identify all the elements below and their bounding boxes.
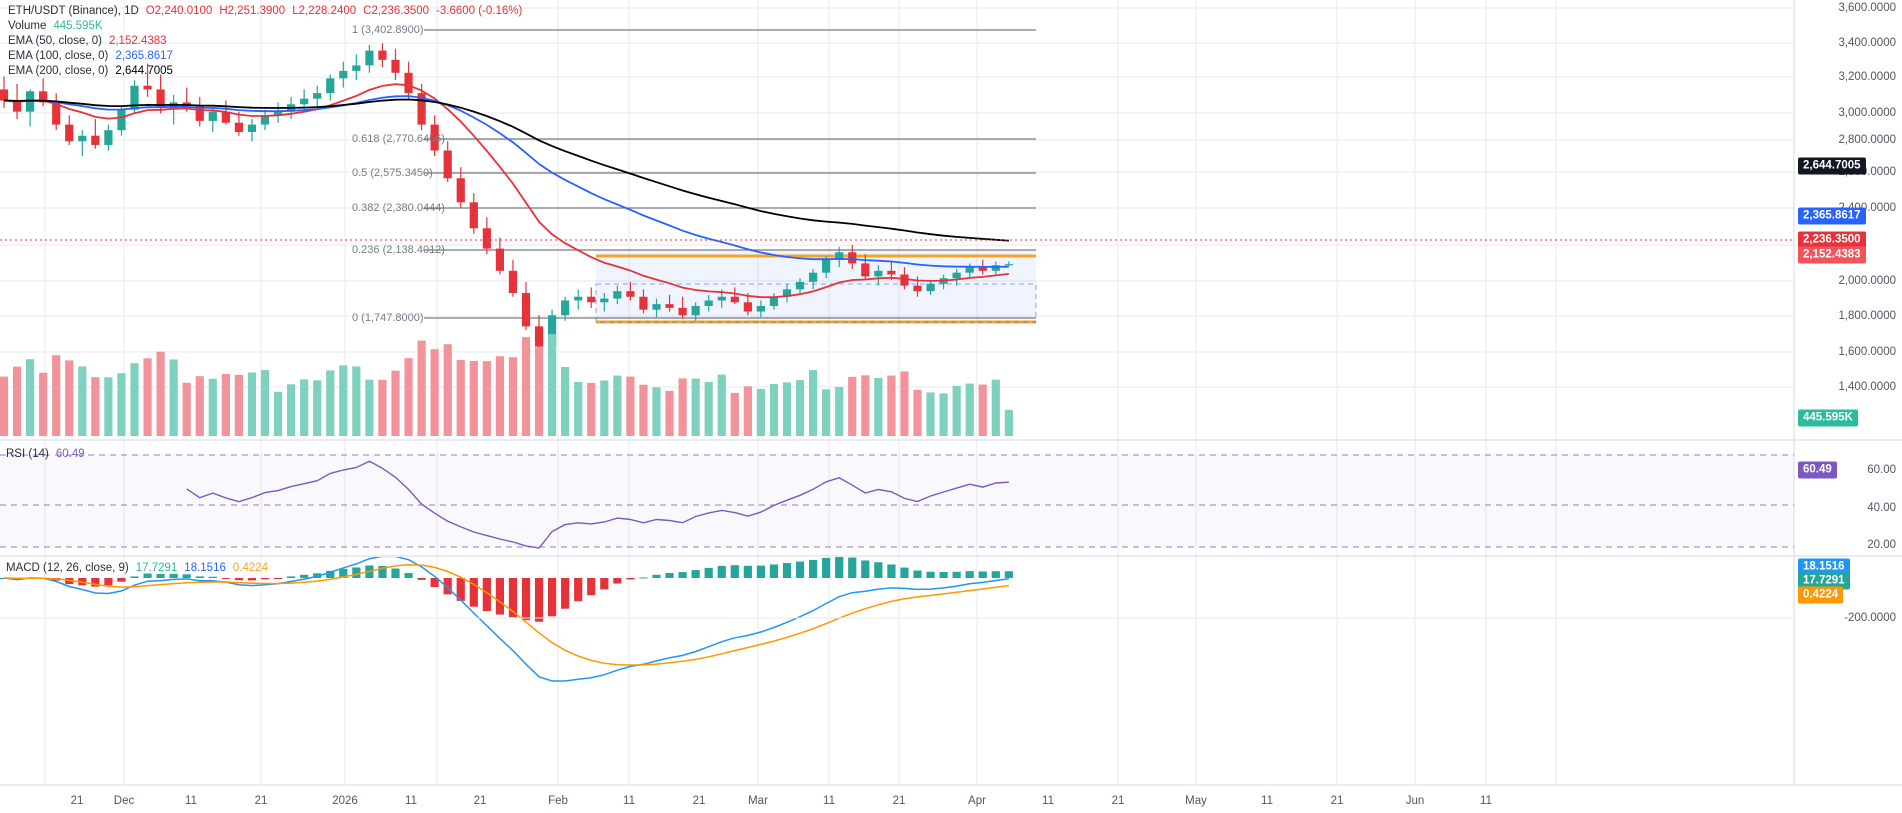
price-axis-tick: 1,400.0000 — [1838, 381, 1896, 393]
time-axis-tick: 21 — [473, 795, 487, 807]
time-axis-tick: 21 — [70, 795, 84, 807]
price-axis-tick: 3,200.0000 — [1838, 71, 1896, 83]
volume-badge[interactable]: 445.595K — [1798, 409, 1858, 427]
symbol-title: ETH/USDT (Binance), 1D — [8, 5, 139, 17]
macd-legend[interactable]: MACD (12, 26, close, 9) 17.7291 18.1516 0.4… — [6, 562, 268, 574]
ohlc-open-value: 2,240.0100 — [154, 5, 213, 17]
macd-signal-line — [3, 563, 1009, 666]
rsi-value-badge[interactable]: 60.49 — [1798, 461, 1837, 479]
ema200-line — [3, 98, 1009, 242]
rsi-panel — [0, 454, 1794, 549]
price-axis-tick: 1,800.0000 — [1838, 310, 1896, 322]
candlestick-series — [0, 43, 1013, 355]
rsi-label: RSI (14) — [6, 448, 49, 460]
fib-level-label: 0.236 (2,138.4012) — [352, 244, 445, 256]
time-axis-tick: 11 — [1042, 795, 1054, 807]
rsi-legend[interactable]: RSI (14) 60.49 — [6, 448, 85, 460]
rsi-axis-tick: 40.00 — [1867, 502, 1896, 514]
ohlc-open-label: O — [145, 5, 155, 17]
price-axis[interactable]: 3,600.0000 3,400.0000 3,200.0000 3,000.0000… — [1794, 0, 1902, 813]
volume-legend-row[interactable]: Volume 445.595K — [8, 19, 522, 34]
ema100-price-badge[interactable]: 2,365.8617 — [1798, 207, 1866, 225]
last-price-badge[interactable]: 2,236.3500 — [1798, 231, 1866, 249]
ema100-label: EMA (100, close, 0) — [8, 50, 109, 62]
ema50-value: 2,152.4383 — [108, 35, 167, 47]
macd-signal-value: 18.1516 — [184, 562, 226, 574]
ema200-legend-row[interactable]: EMA (200, close, 0) 2,644.7005 — [8, 64, 522, 79]
ohlc-close-label: C — [363, 5, 372, 17]
ema50-label: EMA (50, close, 0) — [8, 35, 102, 47]
volume-value: 445.595K — [53, 20, 103, 32]
price-axis-tick: 2,000.0000 — [1838, 275, 1896, 287]
rsi-axis-tick: 60.00 — [1867, 464, 1896, 476]
rsi-value: 60.49 — [55, 448, 85, 460]
ohlc-low-value: 2,228.2400 — [298, 5, 357, 17]
macd-value-badge[interactable]: 17.7291 — [1798, 572, 1850, 590]
ema100-line — [3, 95, 1009, 268]
price-axis-tick: 2,800.0000 — [1838, 134, 1896, 146]
ohlc-close-value: 2,236.3500 — [371, 5, 430, 17]
ema200-value: 2,644.7005 — [115, 65, 173, 77]
time-axis-tick: Dec — [113, 795, 135, 807]
rsi-line — [186, 460, 1009, 549]
ohlc-low-label: L — [292, 5, 299, 17]
time-axis[interactable]: 21 Dec 11 21 2026 11 21 Feb 11 21 Mar 11 21 Apr 11 21 Ma… — [0, 785, 1902, 813]
time-axis-tick: Mar — [748, 795, 768, 807]
fib-level-label: 0 (1,747.8000) — [352, 312, 424, 324]
price-axis-tick: 3,600.0000 — [1838, 2, 1896, 14]
macd-value: 17.7291 — [135, 562, 178, 574]
price-axis-tick: 3,400.0000 — [1838, 37, 1896, 49]
time-axis-tick: 11 — [1480, 795, 1492, 807]
time-axis-tick: Jun — [1405, 795, 1425, 807]
time-axis-tick: Feb — [548, 795, 568, 807]
time-axis-tick: 21 — [1111, 795, 1125, 807]
ema100-legend-row[interactable]: EMA (100, close, 0) 2,365.8617 — [8, 49, 522, 64]
ema200-price-badge[interactable]: 2,644.7005 — [1798, 157, 1866, 175]
ohlc-high-value: 2,251.3900 — [227, 5, 286, 17]
time-axis-tick: Apr — [968, 795, 986, 807]
rsi-axis-tick: 20.00 — [1867, 539, 1896, 551]
ema50-line — [3, 83, 1010, 299]
time-axis-tick: 21 — [892, 795, 906, 807]
symbol-legend-row[interactable]: ETH/USDT (Binance), 1D O2,240.0100 H2,251.… — [8, 4, 522, 19]
price-axis-tick: 1,600.0000 — [1838, 346, 1896, 358]
chart-legend: ETH/USDT (Binance), 1D O2,240.0100 H2,251.… — [8, 4, 522, 79]
ema200-label: EMA (200, close, 0) — [8, 65, 109, 77]
time-axis-tick: 21 — [1330, 795, 1344, 807]
macd-histogram-value: 0.4224 — [232, 562, 269, 574]
ohlc-change-value: -3.6600 (-0.16%) — [436, 5, 523, 17]
ema50-price-badge[interactable]: 2,152.4383 — [1798, 246, 1866, 264]
macd-value-badge[interactable]: 0.4224 — [1798, 586, 1844, 604]
time-axis-tick: 11 — [623, 795, 635, 807]
ohlc-high-label: H — [219, 5, 228, 17]
fib-level-label: 0.618 (2,770.6456) — [352, 133, 445, 145]
macd-axis-tick: -200.0000 — [1844, 612, 1896, 624]
time-axis-tick: 11 — [823, 795, 835, 807]
ema50-legend-row[interactable]: EMA (50, close, 0) 2,152.4383 — [8, 34, 522, 49]
fib-level-label: 1 (3,402.8900) — [352, 24, 424, 36]
fib-level-label: 0.5 (2,575.3450) — [352, 167, 433, 179]
macd-label: MACD (12, 26, close, 9) — [6, 562, 129, 574]
volume-series — [0, 334, 1013, 436]
time-axis-tick: 11 — [405, 795, 417, 807]
time-axis-tick: 21 — [692, 795, 706, 807]
time-axis-tick: May — [1185, 795, 1207, 807]
time-axis-tick: 21 — [254, 795, 268, 807]
macd-panel — [0, 557, 1794, 682]
time-axis-tick: 11 — [185, 795, 197, 807]
time-axis-tick: 11 — [1261, 795, 1273, 807]
macd-line — [3, 557, 1009, 682]
volume-label: Volume — [8, 20, 47, 32]
ema100-value: 2,365.8617 — [115, 50, 173, 62]
macd-value-badge[interactable]: 18.1516 — [1798, 558, 1850, 576]
price-axis-tick: 3,000.0000 — [1838, 107, 1896, 119]
time-axis-tick: 2026 — [332, 795, 358, 807]
fib-level-label: 0.382 (2,380.0444) — [352, 202, 445, 214]
